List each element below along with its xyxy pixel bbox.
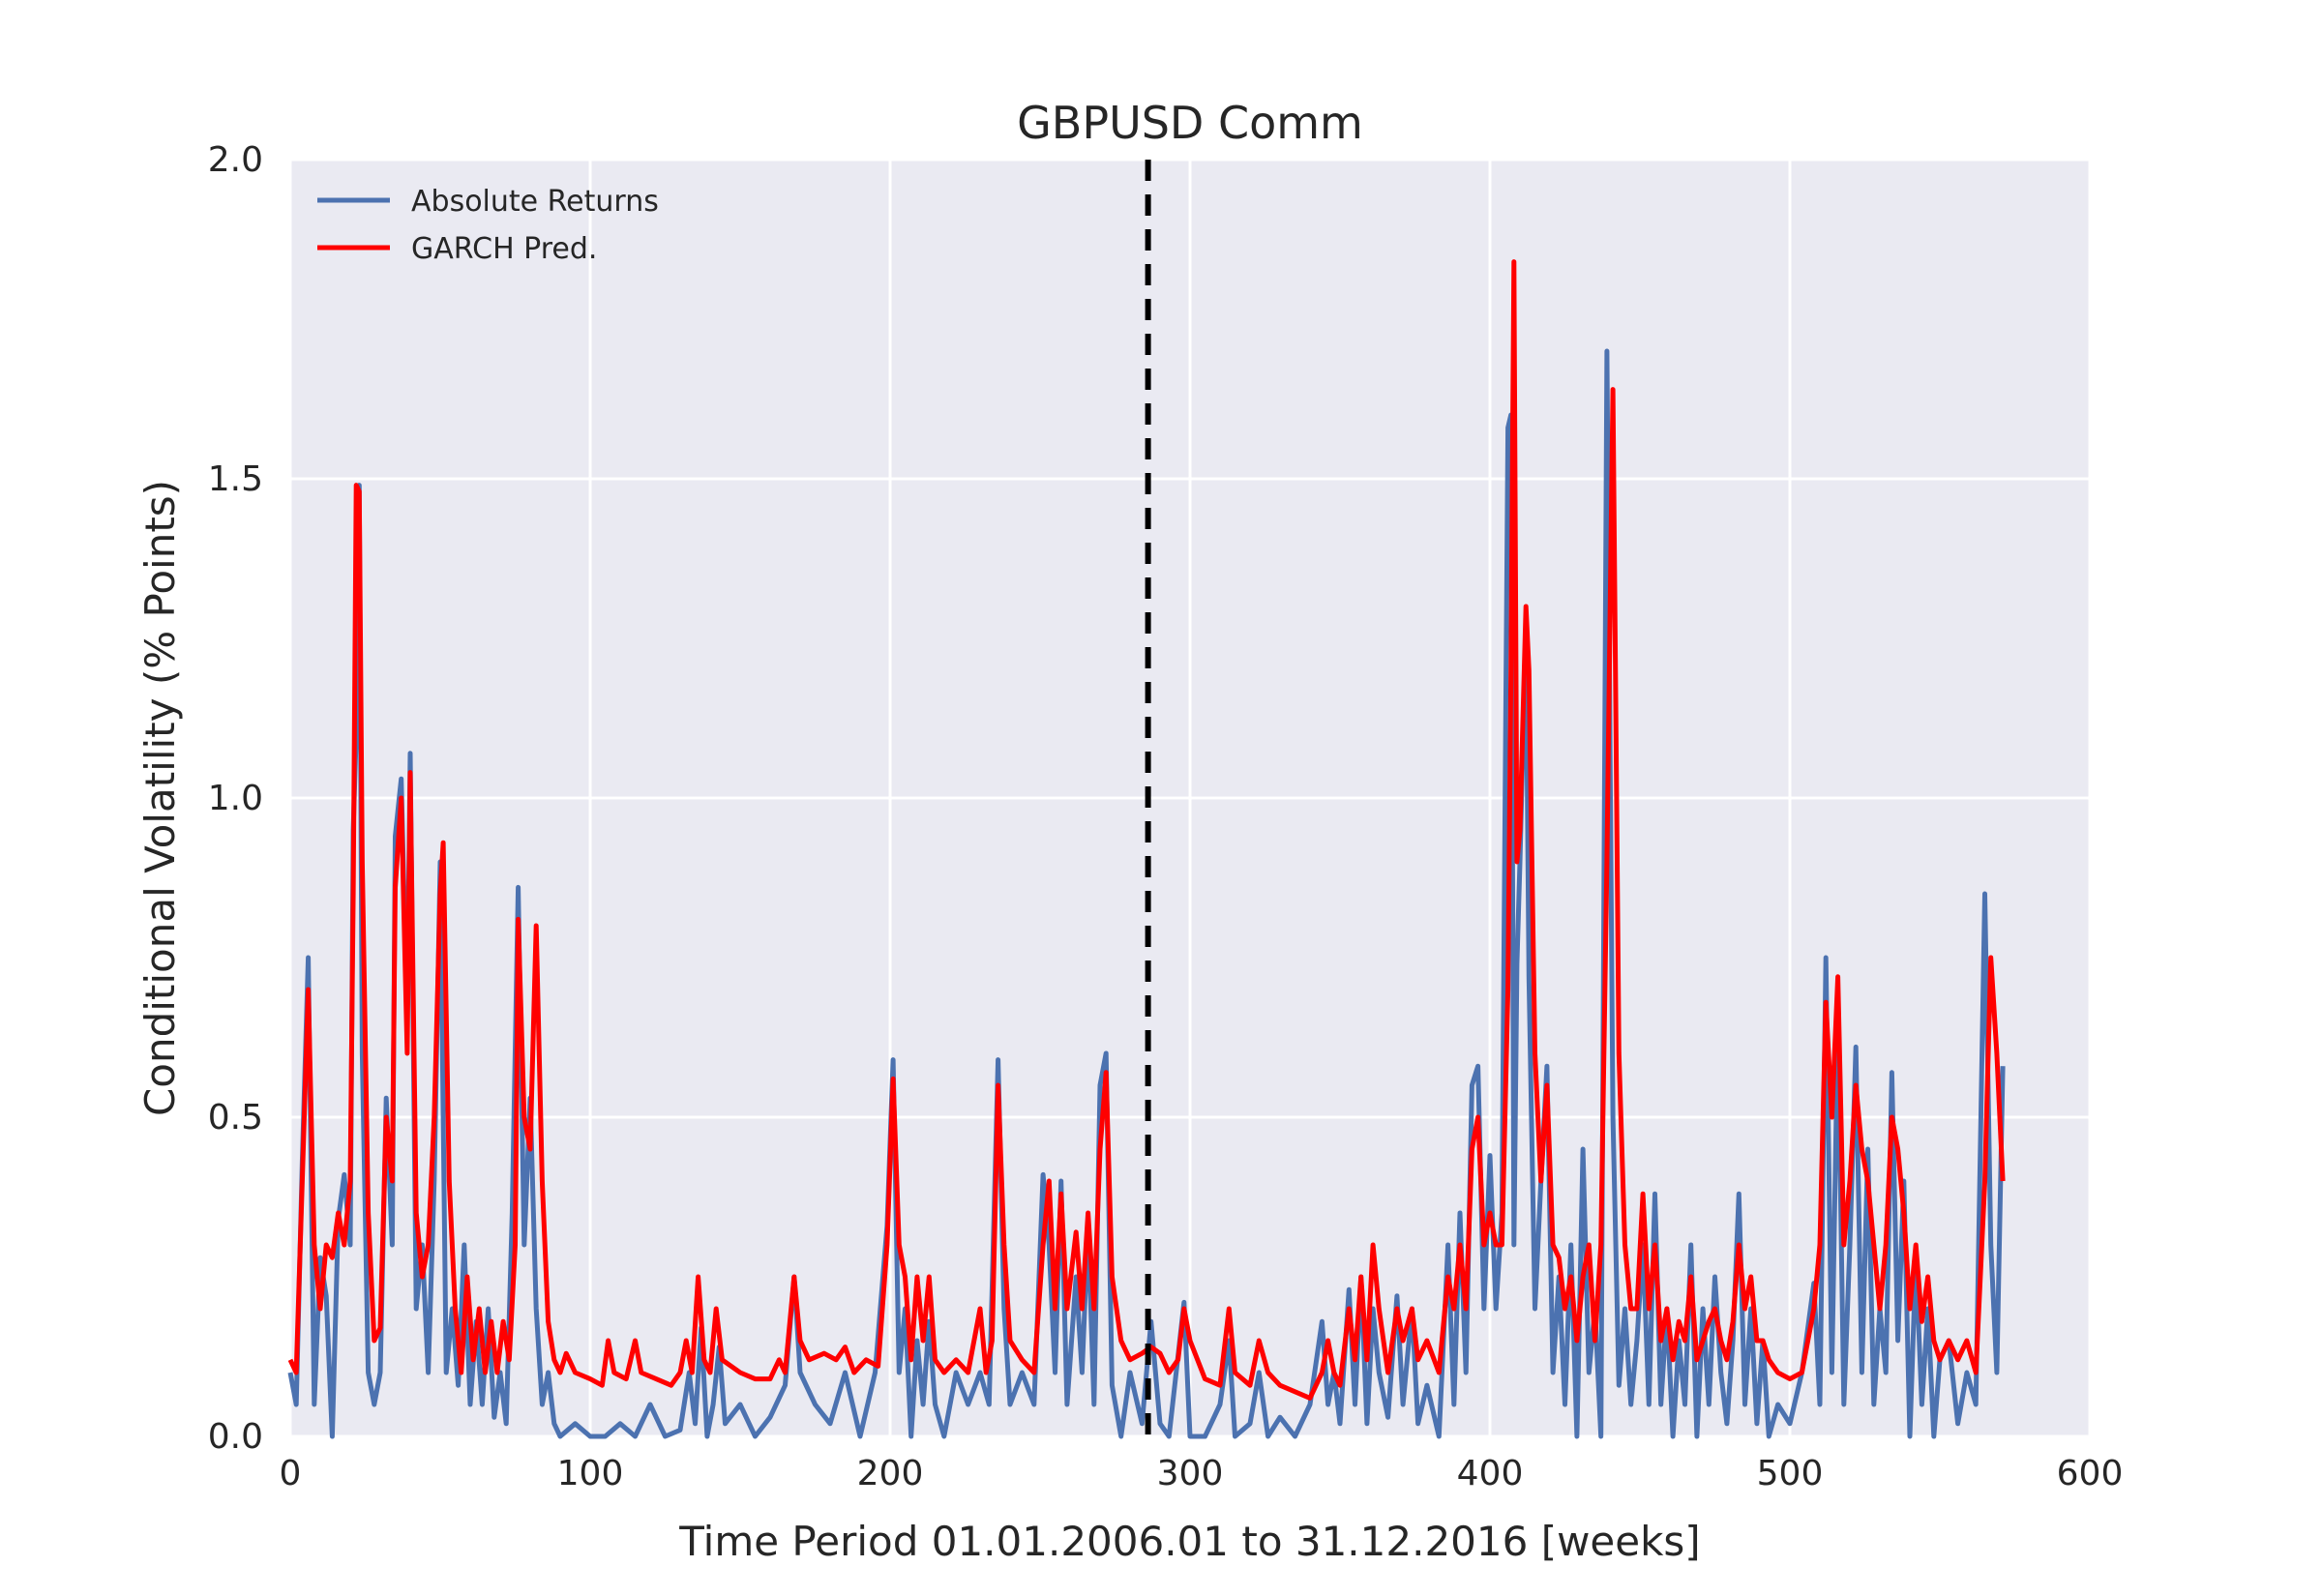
y-tick-label: 2.0 (208, 140, 263, 180)
x-tick-label: 0 (280, 1454, 302, 1493)
y-tick-label: 0.0 (208, 1417, 263, 1457)
chart-title: GBPUSD Comm (1017, 97, 1363, 149)
x-tick-label: 200 (857, 1454, 924, 1493)
series-line-garch-pred (287, 259, 2006, 1401)
y-tick-labels: 0.0 0.5 1.0 1.5 2.0 (208, 140, 263, 1457)
x-tick-label: 300 (1157, 1454, 1224, 1493)
y-tick-label: 1.5 (208, 459, 263, 499)
y-axis-label: Conditional Volatility (% Points) (136, 480, 184, 1116)
y-tick-label: 1.0 (208, 779, 263, 818)
legend-label-garch-pred: GARCH Pred. (411, 232, 597, 266)
x-tick-label: 500 (1757, 1454, 1824, 1493)
x-tick-label: 600 (2057, 1454, 2124, 1493)
x-tick-labels: 0 100 200 300 400 500 600 (280, 1454, 2124, 1493)
x-tick-label: 400 (1457, 1454, 1524, 1493)
series-line-absolute-returns (287, 348, 2006, 1439)
legend: Absolute Returns GARCH Pred. (317, 185, 659, 266)
y-tick-label: 0.5 (208, 1098, 263, 1138)
legend-label-absolute-returns: Absolute Returns (411, 185, 659, 219)
series-layer (287, 259, 2006, 1439)
x-tick-label: 100 (557, 1454, 624, 1493)
x-axis-label: Time Period 01.01.2006.01 to 31.12.2016 … (678, 1518, 1700, 1565)
